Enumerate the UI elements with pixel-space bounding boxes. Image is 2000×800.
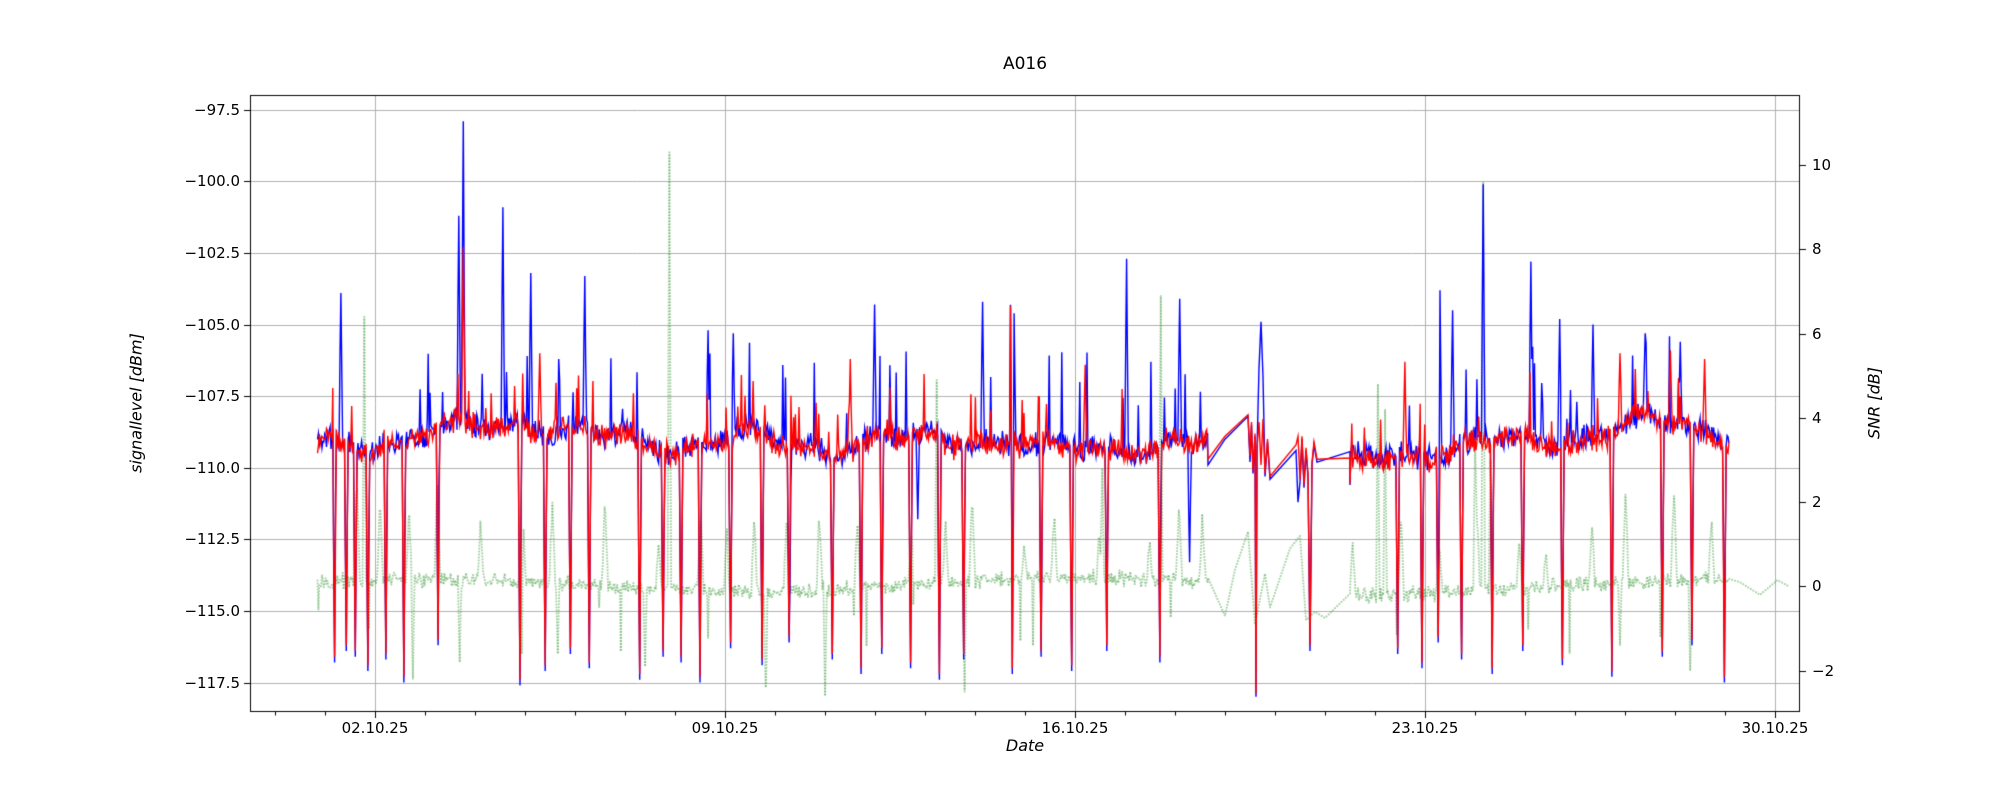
y-right-tick-label: 4 — [1812, 408, 1822, 427]
y-left-tick-label: −117.5 — [184, 673, 240, 692]
x-tick-label: 30.10.25 — [1741, 719, 1809, 737]
y-left-tick-label: −105.0 — [184, 315, 240, 334]
x-tick-label: 09.10.25 — [691, 719, 759, 737]
y-left-tick-label: −110.0 — [184, 458, 240, 477]
y-right-tick-label: −2 — [1812, 661, 1835, 680]
y-left-tick-label: −112.5 — [184, 530, 240, 549]
x-axis-label: Date — [1005, 736, 1045, 755]
y-left-tick-label: −115.0 — [184, 601, 240, 620]
y-right-tick-label: 8 — [1812, 240, 1822, 259]
y-left-tick-label: −107.5 — [184, 387, 240, 406]
y-right-tick-label: 6 — [1812, 324, 1822, 343]
y-right-tick-label: 2 — [1812, 493, 1822, 512]
x-tick-label: 23.10.25 — [1391, 719, 1459, 737]
x-tick-label: 16.10.25 — [1041, 719, 1109, 737]
y-left-tick-label: −100.0 — [184, 172, 240, 191]
y-left-tick-label: −97.5 — [194, 100, 240, 119]
y-axis-label-right: SNR [dB] — [1864, 367, 1884, 439]
y-left-tick-label: −102.5 — [184, 244, 240, 263]
y-right-tick-label: 0 — [1812, 577, 1822, 596]
x-tick-label: 02.10.25 — [341, 719, 409, 737]
chart-title: A016 — [1002, 54, 1048, 74]
y-right-tick-label: 10 — [1812, 155, 1832, 174]
